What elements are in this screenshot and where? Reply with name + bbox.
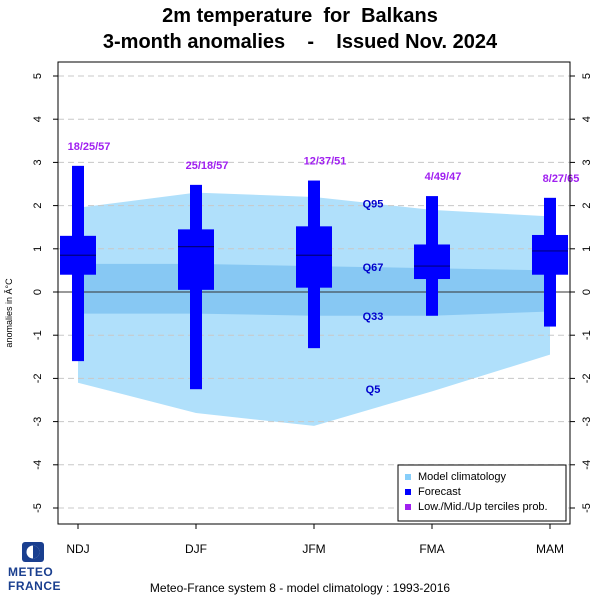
- y-tick-label-left: 0: [32, 289, 44, 295]
- y-tick-label-right: 5: [581, 73, 593, 79]
- y-tick-label-left: -5: [32, 503, 44, 513]
- legend-label: Model climatology: [418, 471, 507, 483]
- footer-note: Meteo-France system 8 - model climatolog…: [149, 581, 451, 595]
- forecast-box: [296, 180, 332, 349]
- x-tick-label: NDJ: [66, 542, 89, 556]
- chart-title-line2: 3-month anomalies - Issued Nov. 2024: [102, 31, 498, 53]
- x-tick-label: DJF: [185, 542, 207, 556]
- legend-swatch: [405, 504, 411, 510]
- quantile-label-q5: Q5: [366, 384, 381, 396]
- quantile-label-q67: Q67: [363, 262, 384, 274]
- forecast-iqr-box: [414, 244, 450, 280]
- forecast-iqr-box: [296, 226, 332, 288]
- y-tick-label-left: -4: [32, 460, 44, 470]
- y-tick-label-right: 3: [581, 159, 593, 165]
- y-tick-label-left: 1: [32, 246, 44, 252]
- y-tick-label-right: -4: [581, 460, 593, 470]
- y-tick-label-right: -3: [581, 417, 593, 427]
- legend-swatch: [405, 474, 411, 480]
- chart-title-line1: 2m temperature for Balkans: [162, 5, 438, 27]
- y-tick-label-right: -5: [581, 503, 593, 513]
- y-tick-label-left: 5: [32, 73, 44, 79]
- tercile-prob-label: 25/18/57: [186, 160, 229, 172]
- x-tick-label: MAM: [536, 542, 564, 556]
- legend-box: [397, 464, 567, 522]
- meteo-france-logo-icon: [22, 542, 44, 562]
- y-tick-label-left: 2: [32, 203, 44, 209]
- y-tick-label-left: -1: [32, 330, 44, 340]
- tercile-prob-label: 4/49/47: [425, 171, 462, 183]
- forecast-iqr-box: [178, 229, 214, 290]
- forecast-box: [414, 196, 450, 316]
- y-tick-label-right: 1: [581, 246, 593, 252]
- forecast-box: [60, 165, 96, 362]
- y-tick-label-left: -3: [32, 417, 44, 427]
- forecast-box: [532, 197, 568, 327]
- tercile-probabilities: 18/25/57 25/18/57 12/37/51 4/49/47 8/27/65: [68, 141, 580, 185]
- legend-label: Low./Mid./Up terciles prob.: [418, 501, 548, 513]
- tercile-prob-label: 18/25/57: [68, 141, 111, 153]
- forecast-iqr-box: [532, 234, 568, 275]
- legend: Model climatology Forecast Low./Mid./Up te…: [397, 464, 567, 522]
- tercile-prob-label: 8/27/65: [543, 173, 580, 185]
- quantile-labels: Q95 Q67 Q33 Q5: [363, 198, 384, 396]
- legend-label: Forecast: [418, 486, 461, 498]
- tercile-prob-label: 12/37/51: [304, 156, 347, 168]
- quantile-label-q33: Q33: [363, 311, 384, 323]
- y-tick-label-right: 4: [581, 116, 593, 122]
- x-tick-label: FMA: [419, 542, 444, 556]
- forecast-box: [178, 184, 214, 390]
- logo-text-line1: METEO: [8, 565, 54, 579]
- x-tick-label: JFM: [302, 542, 325, 556]
- y-tick-label-left: -2: [32, 374, 44, 384]
- legend-swatch: [405, 489, 411, 495]
- y-axis: 5 5 4 4 3 3 2 2 1 1 0 0 -1 -1 -2 -2 -3 -3 -4 -4 -5 -5: [32, 73, 593, 513]
- quantile-label-q95: Q95: [363, 198, 384, 210]
- y-tick-label-right: 0: [581, 289, 593, 295]
- y-tick-label-right: 2: [581, 203, 593, 209]
- y-tick-label-right: -2: [581, 374, 593, 384]
- y-tick-label-left: 3: [32, 159, 44, 165]
- y-axis-label: anomalies in Â°C: [4, 278, 14, 348]
- logo-text-line2: FRANCE: [8, 579, 61, 593]
- y-tick-label-right: -1: [581, 330, 593, 340]
- forecast-boxes: [60, 165, 568, 390]
- y-tick-label-left: 4: [32, 116, 44, 122]
- x-axis: NDJ DJF JFM FMA MAM: [66, 524, 564, 556]
